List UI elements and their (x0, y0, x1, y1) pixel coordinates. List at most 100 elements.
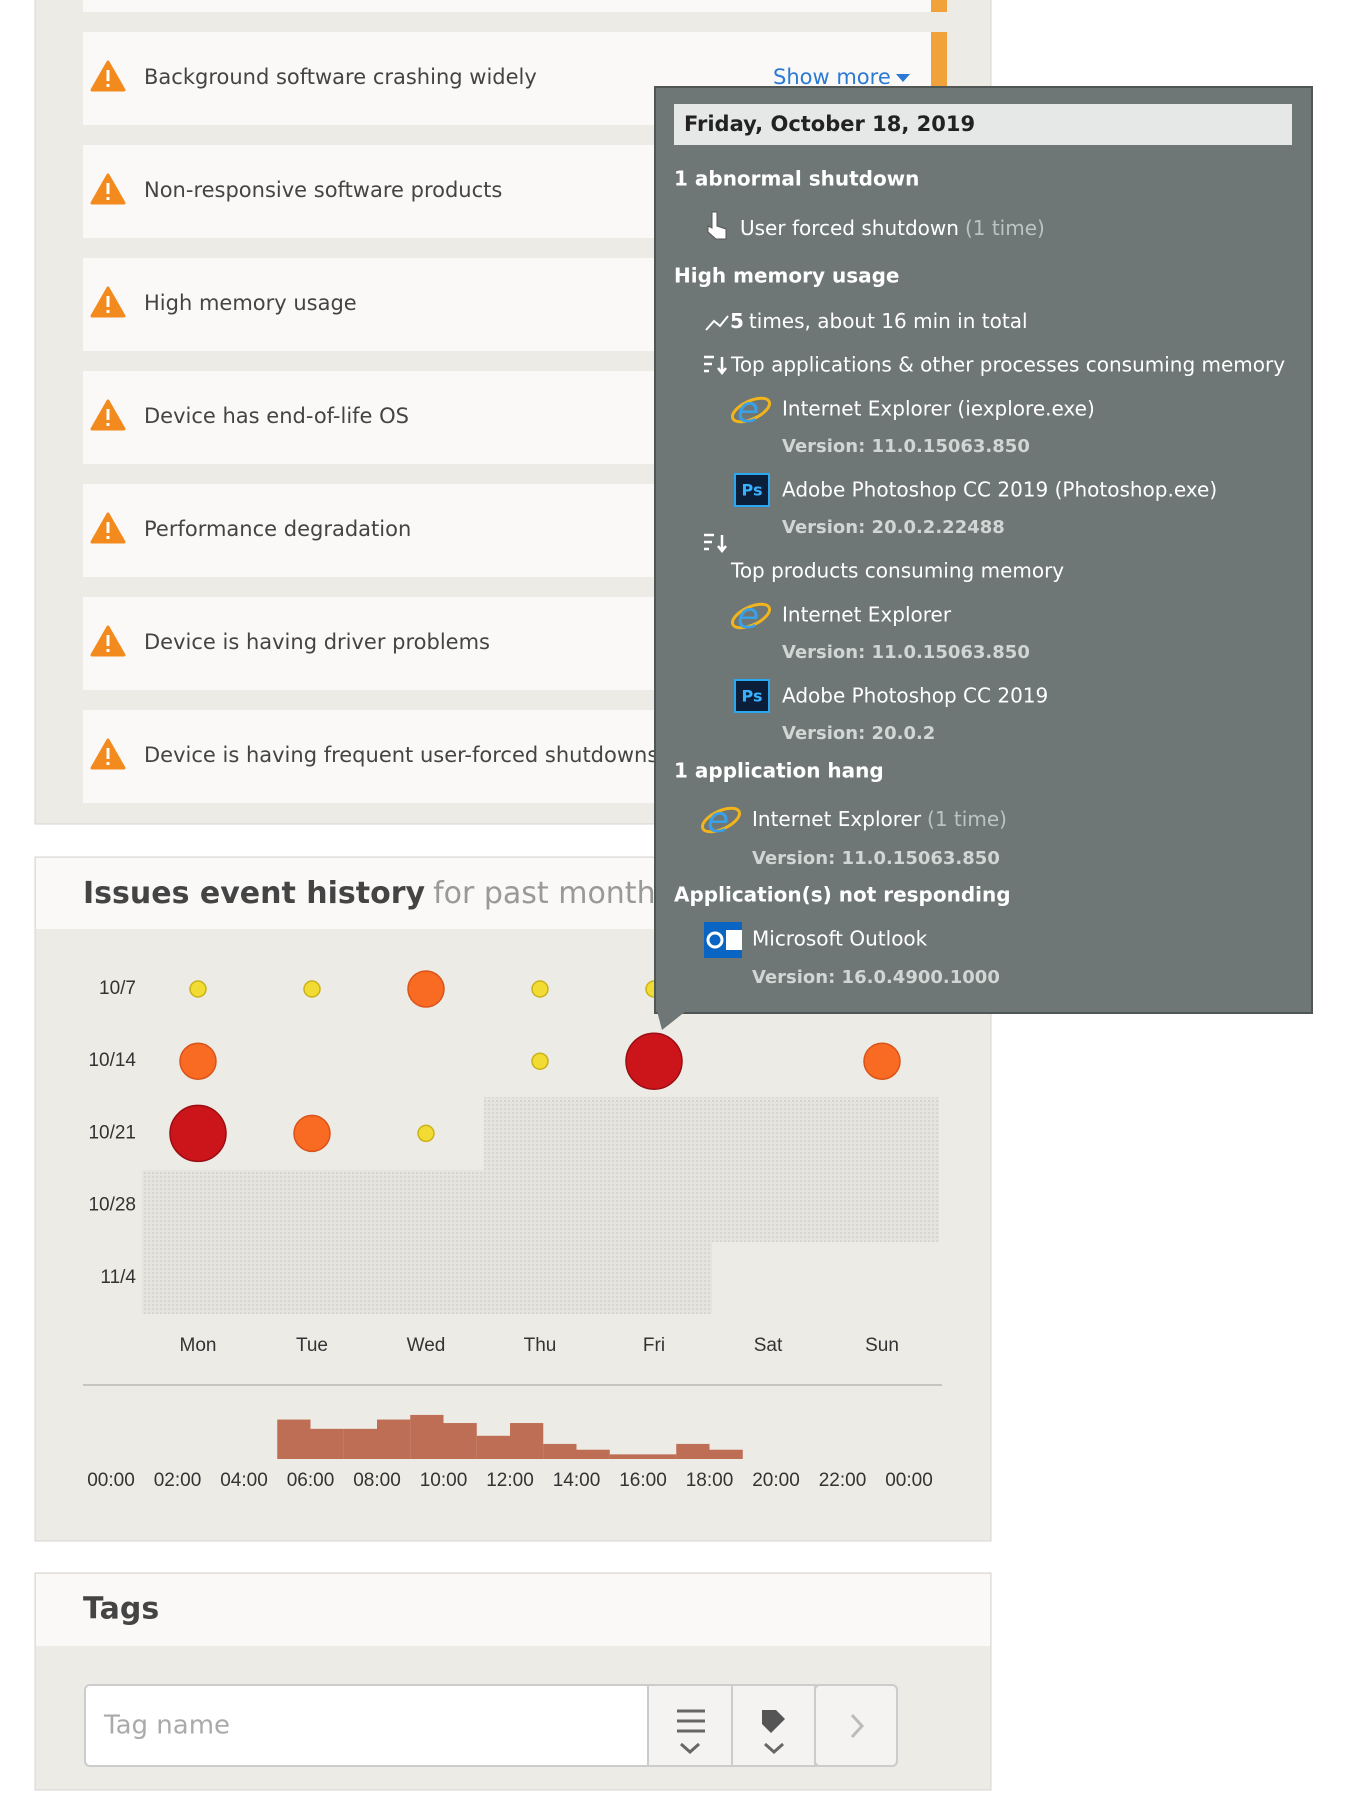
ps-icon-text: Ps (742, 481, 763, 500)
version: Version: 20.0.2 (782, 723, 935, 744)
cause: User forced shutdown (740, 216, 959, 240)
section-title: 1 application hang (674, 759, 884, 783)
hang-app: Internet Explorer (1 time) (752, 807, 1007, 831)
event-bubble (303, 980, 321, 998)
tooltip-pointer (657, 1011, 686, 1030)
hour-label: 10:00 (420, 1470, 468, 1491)
sort-icon (704, 533, 727, 554)
hour-bar (443, 1423, 477, 1459)
hour-bar (377, 1419, 411, 1459)
hour-label: 12:00 (486, 1470, 534, 1491)
day-label: Sun (865, 1335, 899, 1356)
version: Version: 11.0.15063.850 (752, 848, 1000, 869)
app-name: Adobe Photoshop CC 2019 (782, 684, 1048, 708)
week-label: 10/14 (88, 1050, 136, 1071)
tags-header (36, 1574, 990, 1646)
ie-icon: e (737, 390, 759, 431)
hour-bar (476, 1435, 510, 1459)
warning-mark (106, 84, 110, 87)
count: (1 time) (927, 807, 1007, 831)
event-bubble (531, 980, 549, 998)
issue-title: Performance degradation (144, 517, 411, 541)
warning-mark (106, 423, 110, 426)
ie-ring (700, 806, 742, 834)
hand-icon (707, 211, 727, 240)
app-name: Microsoft Outlook (752, 927, 928, 951)
version: Version: 16.0.4900.1000 (752, 967, 1000, 988)
history-subtitle: for past month (433, 876, 656, 911)
app-name: Internet Explorer (iexplore.exe) (782, 397, 1095, 421)
ps-icon-text: Ps (742, 687, 763, 706)
list-button[interactable] (647, 1684, 733, 1767)
section-title: Application(s) not responding (674, 883, 1011, 907)
event-bubble (531, 1052, 549, 1070)
event-bubble (407, 970, 445, 1008)
app: Internet Explorer (752, 807, 922, 831)
event-bubble (189, 980, 207, 998)
hour-label: 00:00 (885, 1470, 933, 1491)
week-label: 11/4 (100, 1267, 136, 1288)
hour-label: 04:00 (220, 1470, 268, 1491)
chevron (764, 1742, 784, 1755)
list-icon (677, 1709, 705, 1755)
warning-mark (106, 409, 110, 420)
issue-flag (931, 0, 947, 12)
hour-label: 22:00 (819, 1470, 867, 1491)
issue-row (83, 0, 931, 12)
ps-icon (734, 679, 770, 713)
hour-label: 08:00 (353, 1470, 401, 1491)
show-more-caret (896, 74, 910, 82)
history-title: Issues event history for past month (83, 876, 656, 911)
day-label: Fri (643, 1335, 665, 1356)
arrow-icon (850, 1713, 865, 1739)
event-bubble (625, 1032, 683, 1090)
event-bubble (169, 1104, 227, 1163)
section-title: High memory usage (674, 264, 899, 288)
week-label: 10/28 (88, 1195, 136, 1216)
warning-mark (106, 183, 110, 194)
warning-mark (106, 536, 110, 539)
show-more[interactable]: Show more (773, 65, 891, 89)
future-area (142, 1170, 939, 1242)
submit-button[interactable] (814, 1684, 898, 1767)
hour-label: 00:00 (87, 1470, 135, 1491)
count: (1 time) (965, 216, 1045, 240)
version: Version: 20.0.2.22488 (782, 517, 1005, 538)
tooltip (654, 86, 1313, 1014)
hour-bar (709, 1449, 743, 1459)
tooltip-header (674, 104, 1292, 145)
tag-icon (762, 1710, 785, 1733)
hour-label: 02:00 (154, 1470, 202, 1491)
warning-mark (106, 296, 110, 307)
warning-mark (106, 748, 110, 759)
hour-label: 18:00 (686, 1470, 734, 1491)
issue-title: Non-responsive software products (144, 178, 502, 202)
warning-mark (106, 522, 110, 533)
hour-bar (609, 1454, 643, 1459)
list-title: Top applications & other processes consu… (730, 353, 1285, 377)
hour-label: 14:00 (553, 1470, 601, 1491)
app-name: Adobe Photoshop CC 2019 (Photoshop.exe) (782, 478, 1217, 502)
tooltip-date: Friday, October 18, 2019 (684, 112, 975, 136)
sort-icon (704, 355, 727, 376)
hour-bar (510, 1423, 544, 1459)
hour-label: 20:00 (752, 1470, 800, 1491)
issue-title: Device is having frequent user-forced sh… (144, 743, 658, 767)
day-label: Wed (407, 1335, 446, 1356)
event-bubble (417, 1124, 435, 1143)
summary: times, about 16 min in total (749, 309, 1028, 333)
future-area (142, 1242, 712, 1314)
day-label: Sat (754, 1335, 783, 1356)
event-bubble (863, 1042, 901, 1080)
tags-title: Tags (83, 1592, 159, 1627)
week-label: 10/21 (88, 1122, 136, 1143)
day-label: Mon (180, 1335, 217, 1356)
warning-mark (106, 197, 110, 200)
hour-label: 16:00 (619, 1470, 667, 1491)
ie-ring (730, 602, 772, 630)
day-label: Tue (296, 1335, 328, 1356)
hour-bar (343, 1428, 377, 1459)
warning-mark (106, 649, 110, 652)
warning-mark (106, 635, 110, 646)
